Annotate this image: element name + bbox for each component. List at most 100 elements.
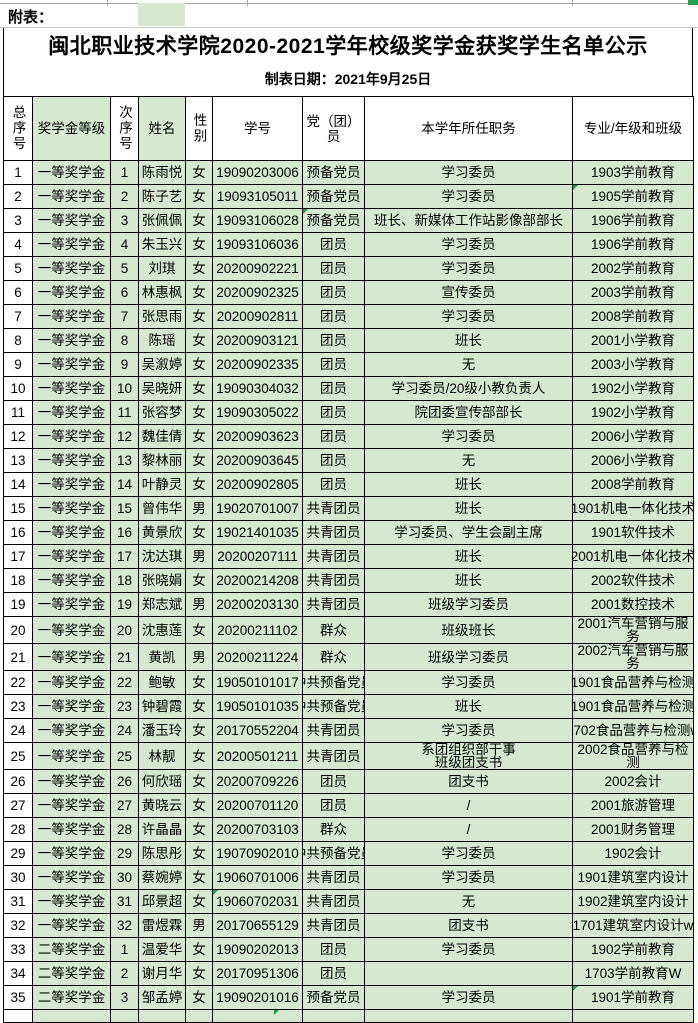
cell-level: 一等奖学金 [32, 208, 111, 233]
cell-name: 刘琪 [138, 256, 186, 281]
cell-total-no: 19 [3, 592, 33, 617]
cell-student-id: 20200902221 [212, 256, 303, 281]
cell-student-id: 20200203130 [212, 592, 303, 617]
table-row: 18 一等奖学金 18 张晓娟女 20200214208 共青团员 班长 2002软件技术 [3, 568, 694, 593]
cell-sub-no: 1 [110, 160, 139, 185]
cell-sub-no: 9 [110, 352, 139, 377]
cell-total-no: 2 [3, 184, 33, 209]
cell-gender: 女 [185, 232, 213, 257]
cell-total-no: 17 [3, 544, 33, 569]
cell-level: 一等奖学金 [32, 304, 111, 329]
table-row: 12 一等奖学金 12 魏佳倩女 20200903623 团员 学习委员 2006小学教育 [3, 424, 694, 449]
cell-level: 一等奖学金 [32, 592, 111, 617]
cell-position: 学习委员 [364, 841, 573, 866]
cell-student-id: 19060701006 [212, 865, 303, 890]
cell-major: 1902小学教育 [572, 376, 694, 401]
cell-party: 共青团员 [302, 865, 365, 890]
cell-student-id [212, 1009, 303, 1023]
cell-position: 学习委员 [364, 160, 573, 185]
cell-sub-no: 20 [110, 616, 139, 644]
cell-total-no: 8 [3, 328, 33, 353]
cell-student-id: 19093105011 [212, 184, 303, 209]
cell-party: 预备党员 [302, 160, 365, 185]
cell-level: 一等奖学金 [32, 718, 111, 743]
cell-position: 班长、新媒体工作站影像部部长 [364, 208, 573, 233]
cell-major: 2008学前教育 [572, 304, 694, 329]
title-block: 闽北职业技术学院2020-2021学年校级奖学金获奖学生名单公示 制表日期：20… [3, 28, 693, 96]
table-row: 30 一等奖学金 30 蔡婉婷女 19060701006 共青团员 学习委员 1901建筑室内… [3, 865, 694, 890]
cell-gender: 女 [185, 400, 213, 425]
cell-sub-no: 16 [110, 520, 139, 545]
table-row: 5 一等奖学金 5 刘琪女 20200902221 团员 学习委员 2002学前教育 [3, 256, 694, 281]
cell-major: 2001小学教育 [572, 328, 694, 353]
cell-position: 无 [364, 889, 573, 914]
cell-position: 学习委员 [364, 304, 573, 329]
cell-name: 鲍敏 [138, 670, 186, 695]
cell-student-id: 20200207111 [212, 544, 303, 569]
cell-level: 一等奖学金 [32, 865, 111, 890]
cell-major: 1901软件技术 [572, 520, 694, 545]
cell-party: 团员 [302, 472, 365, 497]
cell-name: 叶静灵 [138, 472, 186, 497]
cell-sub-no: 26 [110, 769, 139, 794]
scholarship-table: 总序号 奖学金等级 次序号 姓名 性别 学号 党（团） 员本学年所任职务 专业/年级和班级 1… [3, 96, 694, 1023]
cell-major: 2001汽车营销与服 务 [572, 616, 694, 644]
cell-student-id: 20170951306 [212, 961, 303, 986]
table-row: 29一等奖学金29陈思彤女19070902010中共预备党员学习委员1902会计 [3, 841, 694, 866]
header-cell-name: 姓名 [138, 96, 186, 161]
cell-total-no: 29 [3, 841, 33, 866]
cell-total-no: 5 [3, 256, 33, 281]
cell-level: 一等奖学金 [32, 817, 111, 842]
cell-sub-no: 6 [110, 280, 139, 305]
cell-party: 中共预备党员 [302, 694, 365, 719]
cell-party: 预备党员 [302, 184, 365, 209]
cell-level: 二等奖学金 [32, 937, 111, 962]
cell-party: 共青团员 [302, 568, 365, 593]
cell-total-no: 28 [3, 817, 33, 842]
cell-student-id: 20200211102 [212, 616, 303, 644]
cell-party: 团员 [302, 256, 365, 281]
cell-sub-no: 25 [110, 742, 139, 770]
cell-position: 学习委员 [364, 937, 573, 962]
cell-student-id: 20170552204 [212, 718, 303, 743]
cell-position: 班级学习委员 [364, 643, 573, 671]
cell-name: 吴溆婷 [138, 352, 186, 377]
table-row: 8 一等奖学金 8 陈瑶女 20200903121 团员 班长 2001小学教育 [3, 328, 694, 353]
cell-gender: 女 [185, 160, 213, 185]
cell-student-id: 20200903645 [212, 448, 303, 473]
cell-student-id: 20200903121 [212, 328, 303, 353]
cell-position: 无 [364, 352, 573, 377]
table-row: 1 一等奖学金 1 陈雨悦女 19090203006 预备党员 学习委员 1903学前教育 [3, 160, 694, 185]
cell-student-id: 19070902010 [212, 841, 303, 866]
header-cell-gender: 性别 [185, 96, 213, 161]
cell-student-id: 19093106028 [212, 208, 303, 233]
cell-student-id: 20200902335 [212, 352, 303, 377]
gridline [0, 27, 698, 28]
cell-total-no: 15 [3, 496, 33, 521]
cell-sub-no: 7 [110, 304, 139, 329]
cell-gender: 女 [185, 670, 213, 695]
cell-gender: 女 [185, 184, 213, 209]
cell-level: 一等奖学金 [32, 769, 111, 794]
cell-name: 张晓娟 [138, 568, 186, 593]
cell-party: 预备党员 [302, 208, 365, 233]
table-row: 35 二等奖学金 3 邹孟婷女 19090201016 预备党员 学习委员 1901学前教育 [3, 985, 694, 1010]
cell-major: 2003小学教育 [572, 352, 694, 377]
cell-sub-no: 29 [110, 841, 139, 866]
cell-name: 黄景欣 [138, 520, 186, 545]
cell-student-id: 19090202013 [212, 937, 303, 962]
cell-name: 钟碧霞 [138, 694, 186, 719]
cell-position: 班长 [364, 544, 573, 569]
cell-party: 共青团员 [302, 742, 365, 770]
cell-gender: 女 [185, 256, 213, 281]
cell-sub-no: 30 [110, 865, 139, 890]
cell-name: 许晶晶 [138, 817, 186, 842]
cell-major: 2001旅游管理 [572, 793, 694, 818]
cell-gender: 女 [185, 769, 213, 794]
cell-major: 1902建筑室内设计 [572, 889, 694, 914]
table-row: 15 一等奖学金 15 曾伟华男 19020701007 共青团员 班长 1901机电一体化技… [3, 496, 694, 521]
table-row: 33 二等奖学金 1 温爱华女 19090202013 团员 学习委员 1902学前教育 [3, 937, 694, 962]
cell-total-no: 26 [3, 769, 33, 794]
gridline [0, 3, 698, 4]
cell-party: 中共预备党员 [302, 841, 365, 866]
